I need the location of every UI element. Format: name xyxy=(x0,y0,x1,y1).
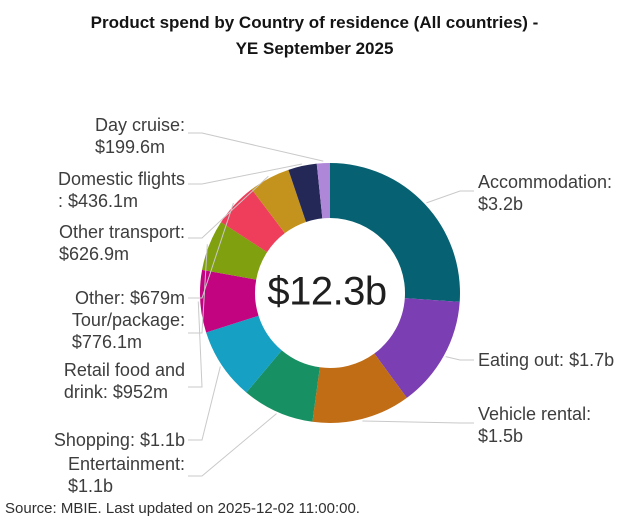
slice-label-other: Other: $679m xyxy=(75,287,185,309)
slice-label-value: drink: $952m xyxy=(63,382,168,403)
slice-label-value: $199.6m xyxy=(94,137,166,158)
slice-label-text: Day cruise: xyxy=(94,115,185,135)
chart-title-line1: Product spend by Country of residence (A… xyxy=(90,13,539,32)
pie-slice-other-transport[interactable] xyxy=(251,169,307,234)
connector-line-retail-food-drink xyxy=(188,301,203,388)
connector-line-other-transport xyxy=(188,175,269,239)
slice-label-value: $1.5b xyxy=(478,426,524,447)
connector-line-entertainment xyxy=(188,413,277,477)
slice-label-text: Accommodation: xyxy=(478,172,613,192)
slice-label-text: Shopping: $1.1b xyxy=(53,430,185,450)
slice-label-value: $3.2b xyxy=(478,194,524,215)
slice-label-shopping: Shopping: $1.1b xyxy=(54,429,185,451)
pie-slice-vehicle-rental[interactable] xyxy=(312,353,407,423)
connector-line-day-cruise xyxy=(188,132,324,162)
chart-title: Product spend by Country of residence (A… xyxy=(0,10,629,61)
slice-label-text: Other: $679m xyxy=(74,288,185,308)
slice-label-text: Retail food and xyxy=(63,360,185,380)
slice-label-text: Domestic flights xyxy=(57,169,185,189)
slice-label-text: Vehicle rental: xyxy=(478,404,592,424)
slice-label-day-cruise: Day cruise: $199.6m xyxy=(95,114,185,159)
slice-label-accommodation: Accommodation: $3.2b xyxy=(478,171,612,216)
connector-line-domestic-flights xyxy=(188,163,303,185)
slice-label-other-transport: Other transport: $626.9m xyxy=(59,221,185,266)
connector-line-other xyxy=(188,202,234,299)
slice-label-text: Eating out: $1.7b xyxy=(478,350,615,370)
connector-line-accommodation xyxy=(426,190,474,204)
slice-label-value: : $436.1m xyxy=(57,191,139,212)
slice-label-domestic-flights: Domestic flights : $436.1m xyxy=(58,168,185,213)
slice-label-tour-package: Tour/package: $776.1m xyxy=(72,309,185,354)
source-footer: Source: MBIE. Last updated on 2025-12-02… xyxy=(5,500,360,517)
slice-label-text: Other transport: xyxy=(58,222,185,242)
connector-line-shopping xyxy=(188,366,221,441)
pie-slice-entertainment[interactable] xyxy=(246,350,320,422)
slice-label-entertainment: Entertainment: $1.1b xyxy=(68,453,185,498)
pie-slice-domestic-flights[interactable] xyxy=(288,163,323,222)
pie-slice-shopping[interactable] xyxy=(206,315,282,393)
slice-label-eating-out: Eating out: $1.7b xyxy=(478,349,614,371)
pie-slice-accommodation[interactable] xyxy=(330,163,460,302)
connector-line-vehicle-rental xyxy=(362,420,474,424)
pie-slice-eating-out[interactable] xyxy=(374,298,460,398)
chart-title-line2: YE September 2025 xyxy=(235,38,394,58)
donut-center-total: $12.3b xyxy=(267,269,387,314)
slice-label-value: $626.9m xyxy=(58,244,129,265)
pie-slice-tour-package[interactable] xyxy=(202,222,268,280)
slice-label-text: Entertainment: xyxy=(67,454,185,474)
pie-slice-retail-food-drink[interactable] xyxy=(199,269,259,333)
slice-label-value: $1.1b xyxy=(67,476,113,497)
pie-slice-day-cruise[interactable] xyxy=(316,163,330,219)
connector-line-tour-package xyxy=(188,244,208,334)
slice-label-text: Tour/package: xyxy=(71,310,185,330)
slice-label-vehicle-rental: Vehicle rental: $1.5b xyxy=(478,403,591,448)
slice-label-retail-food-drink: Retail food and drink: $952m xyxy=(64,359,185,404)
connector-line-eating-out xyxy=(445,356,474,361)
slice-label-value: $776.1m xyxy=(71,332,142,353)
